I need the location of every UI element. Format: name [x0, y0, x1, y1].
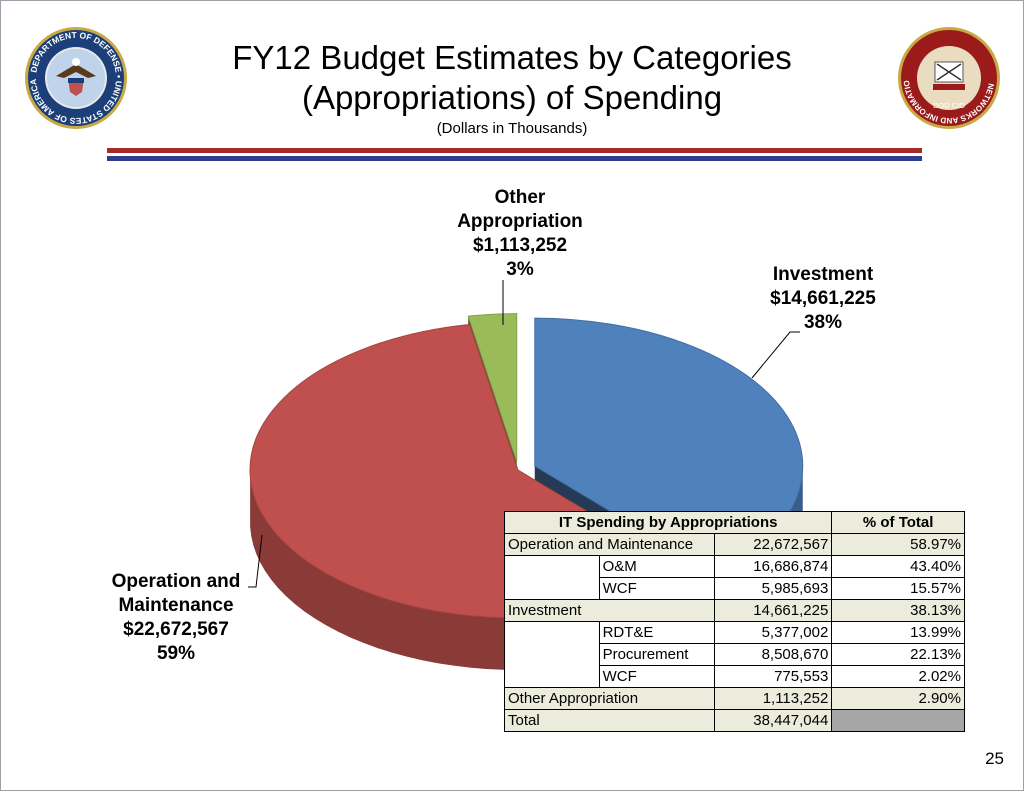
total-percent-empty [831, 709, 965, 732]
pie-slice-other [467, 313, 518, 462]
callout-other-percent: 3% [506, 259, 534, 280]
dod-seal-logo: DEPARTMENT OF DEFENSE • UNITED STATES OF… [24, 26, 127, 129]
callout-other: Other Appropriation $1,113,252 3% [432, 186, 608, 282]
row-percent: 43.40% [831, 555, 965, 578]
row-amount: 5,377,002 [714, 621, 833, 644]
row-amount: 8,508,670 [714, 643, 833, 666]
cio-seal-bottom-text: DOD CIO [933, 101, 965, 110]
row-label: Operation and Maintenance [503, 533, 716, 556]
row-spacer [504, 555, 600, 600]
row-percent: 15.57% [831, 577, 965, 600]
table-row: Operation and Maintenance 22,672,567 58.… [503, 533, 965, 556]
title-block: FY12 Budget Estimates by Categories (App… [180, 38, 844, 137]
row-label: Other Appropriation [503, 687, 716, 710]
total-label: Total [503, 709, 716, 732]
row-amount: 22,672,567 [714, 533, 833, 556]
blue-rule [107, 156, 922, 161]
total-amount: 38,447,044 [714, 709, 833, 732]
callout-operation: Operation and Maintenance $22,672,567 59… [100, 570, 252, 666]
callout-other-name-2: Appropriation [457, 211, 583, 232]
row-percent: 22.13% [831, 643, 965, 666]
page-number: 25 [985, 749, 1004, 768]
title-line-1: FY12 Budget Estimates by Categories [232, 39, 792, 76]
dod-cio-seal-logo: NETWORKS AND INFORMATION INTEGRATION DOD… [897, 26, 1000, 129]
callout-other-name-1: Other [494, 187, 546, 208]
row-percent: 38.13% [831, 599, 965, 622]
row-sublabel: WCF [598, 577, 716, 600]
title-line-2: (Appropriations) of Spending [301, 79, 723, 116]
table-row: WCF 775,553 2.02% [505, 665, 965, 688]
row-amount: 5,985,693 [714, 577, 833, 600]
callout-investment: Investment $14,661,225 38% [740, 263, 906, 335]
row-amount: 775,553 [714, 665, 833, 688]
row-amount: 14,661,225 [714, 599, 833, 622]
row-percent: 2.02% [831, 665, 965, 688]
leader-line-operation [248, 534, 263, 588]
callout-operation-percent: 59% [156, 643, 196, 664]
table-total-row: Total 38,447,044 [503, 709, 965, 732]
table-header-percent: % of Total [831, 511, 965, 534]
row-percent: 13.99% [831, 621, 965, 644]
callout-operation-name-2: Maintenance [118, 595, 234, 616]
callout-investment-value: $14,661,225 [770, 288, 876, 309]
callout-investment-name: Investment [772, 264, 874, 285]
callout-investment-percent: 38% [803, 312, 843, 333]
table-row: Other Appropriation 1,113,252 2.90% [503, 687, 965, 710]
table-row: WCF 5,985,693 15.57% [505, 577, 965, 600]
callout-operation-name-1: Operation and [111, 571, 241, 592]
row-sublabel: Procurement [598, 643, 716, 666]
table-row: O&M 16,686,874 43.40% [504, 555, 965, 600]
subtitle: (Dollars in Thousands) [436, 120, 588, 137]
leader-line-investment [751, 331, 800, 379]
row-sublabel: WCF [598, 665, 716, 688]
table-row: Investment 14,661,225 38.13% [503, 599, 965, 622]
row-amount: 1,113,252 [714, 687, 833, 710]
row-spacer [504, 621, 600, 688]
callout-other-value: $1,113,252 [472, 235, 568, 256]
table-header-appropriations: IT Spending by Appropriations [503, 511, 833, 534]
row-sublabel: O&M [598, 555, 716, 578]
row-amount: 16,686,874 [714, 555, 833, 578]
red-rule [107, 148, 922, 153]
row-label: Investment [503, 599, 716, 622]
row-sublabel: RDT&E [598, 621, 716, 644]
table-row: RDT&E 5,377,002 13.99% [504, 621, 965, 688]
callout-operation-value: $22,672,567 [123, 619, 229, 640]
row-percent: 2.90% [831, 687, 965, 710]
it-spending-table: IT Spending by Appropriations % of Total… [503, 511, 965, 732]
table-header-row: IT Spending by Appropriations % of Total [503, 511, 965, 534]
row-percent: 58.97% [831, 533, 965, 556]
